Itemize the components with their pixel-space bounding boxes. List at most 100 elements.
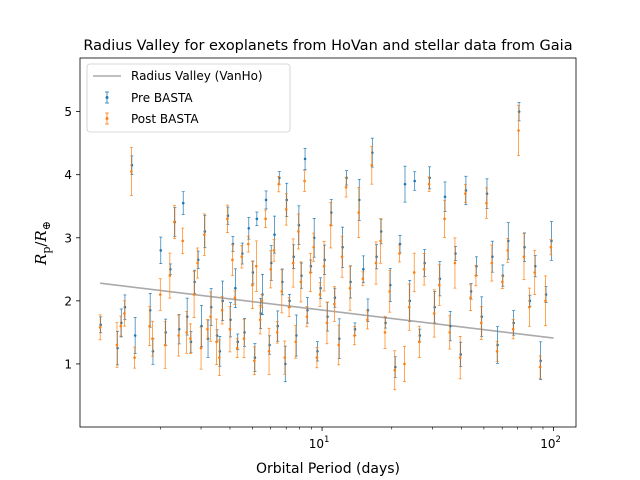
- post-basta-point: [115, 322, 119, 368]
- pre-basta-point: [285, 182, 289, 217]
- post-basta-point: [148, 306, 152, 346]
- x-tick-label: 101: [309, 435, 330, 451]
- post-basta-point: [322, 240, 326, 292]
- post-basta-point: [340, 235, 344, 278]
- legend-pre-label: Pre BASTA: [131, 91, 193, 105]
- post-basta-point: [272, 239, 276, 262]
- post-basta-point: [544, 275, 548, 327]
- post-basta-point: [344, 177, 348, 198]
- post-basta-point: [407, 283, 411, 331]
- pre-basta-point: [251, 260, 255, 285]
- post-basta-point: [284, 193, 288, 226]
- post-basta-point: [500, 274, 504, 289]
- post-basta-point: [277, 176, 281, 193]
- y-axis-label-numerator-sub: p: [40, 247, 53, 254]
- pre-basta-point: [464, 175, 468, 206]
- post-basta-point: [225, 204, 229, 233]
- post-basta-point: [402, 345, 406, 382]
- pre-basta-point: [277, 171, 281, 185]
- post-basta-point: [220, 296, 224, 325]
- post-basta-point: [122, 300, 126, 327]
- post-basta-point: [448, 315, 452, 350]
- pre-basta-point: [181, 191, 185, 215]
- post-basta-point: [181, 227, 185, 255]
- post-basta-point: [329, 202, 333, 249]
- pre-basta-point: [506, 222, 510, 260]
- pre-basta-point: [433, 290, 437, 324]
- pre-basta-point: [438, 261, 442, 297]
- post-basta-point: [299, 261, 303, 303]
- y-axis-label-slash: /: [32, 241, 50, 247]
- post-basta-point: [172, 205, 176, 239]
- post-basta-point: [296, 213, 300, 250]
- pre-basta-point: [273, 215, 277, 254]
- post-basta-point: [209, 291, 213, 342]
- legend-post-label: Post BASTA: [131, 112, 199, 126]
- post-basta-point: [361, 271, 365, 287]
- pre-basta-point: [185, 297, 189, 336]
- post-basta-point: [318, 282, 322, 307]
- post-basta-point: [337, 324, 341, 366]
- post-basta-point: [275, 321, 279, 344]
- post-basta-point: [517, 105, 521, 156]
- y-tick-label: 5: [64, 105, 72, 119]
- post-basta-point: [177, 314, 181, 357]
- post-basta-point: [158, 278, 162, 311]
- post-basta-point: [453, 237, 457, 289]
- post-basta-point: [506, 238, 510, 263]
- post-basta-point: [252, 346, 256, 376]
- pre-basta-point: [408, 279, 412, 322]
- post-basta-point: [474, 265, 478, 287]
- pre-basta-point: [375, 244, 379, 270]
- post-basta-point: [383, 315, 387, 349]
- post-basta-point: [352, 325, 356, 346]
- post-basta-point: [511, 319, 515, 340]
- pre-basta-point: [443, 181, 447, 212]
- post-basta-point: [168, 252, 172, 299]
- pre-basta-point: [148, 293, 152, 328]
- pre-basta-point: [123, 294, 127, 320]
- pre-basta-point: [459, 341, 463, 368]
- pre-basta-point: [348, 265, 352, 299]
- pre-basta-point: [119, 308, 123, 338]
- y-axis-label-denominator-sub: ⊕: [40, 221, 53, 230]
- post-basta-point: [393, 350, 397, 391]
- post-basta-point: [185, 311, 189, 354]
- pre-basta-point: [512, 310, 516, 336]
- post-basta-point: [192, 271, 196, 318]
- y-tick-label: 3: [64, 231, 72, 245]
- pre-basta-point: [388, 268, 392, 302]
- post-basta-point: [133, 346, 137, 369]
- pre-basta-point: [384, 317, 388, 329]
- post-basta-point: [443, 199, 447, 238]
- post-basta-point: [308, 252, 312, 293]
- post-basta-point: [240, 244, 244, 269]
- post-basta-point: [199, 326, 203, 370]
- pre-basta-point: [341, 226, 345, 268]
- pre-basta-point: [233, 268, 237, 309]
- post-basta-point: [379, 218, 383, 264]
- post-basta-point: [150, 320, 154, 357]
- post-basta-point: [242, 319, 246, 359]
- post-basta-point: [305, 306, 309, 328]
- x-axis-label: Orbital Period (days): [256, 461, 400, 477]
- pre-basta-point: [115, 331, 119, 366]
- pre-basta-point: [357, 178, 361, 221]
- post-basta-point: [188, 323, 192, 354]
- pre-basta-point: [418, 328, 422, 343]
- post-basta-point: [538, 355, 542, 379]
- pre-basta-point: [226, 206, 230, 225]
- post-basta-point: [357, 187, 361, 238]
- pre-basta-point: [209, 288, 213, 326]
- post-basta-point: [119, 315, 123, 337]
- post-basta-point: [267, 327, 271, 375]
- pre-basta-point: [221, 280, 225, 321]
- pre-basta-point: [255, 211, 259, 227]
- pre-basta-point: [193, 269, 197, 294]
- pre-basta-point: [490, 240, 494, 273]
- post-basta-point: [294, 325, 298, 359]
- post-basta-point: [479, 306, 483, 340]
- pre-basta-point: [325, 301, 329, 332]
- post-basta-point: [348, 265, 352, 311]
- post-basta-point: [269, 250, 273, 289]
